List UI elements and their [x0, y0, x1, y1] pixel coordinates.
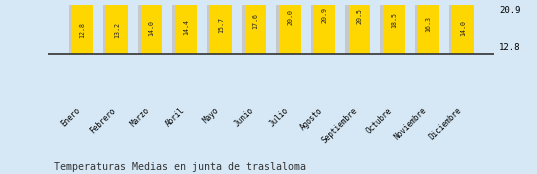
- Text: 20.5: 20.5: [356, 8, 362, 24]
- Bar: [210, 0, 231, 54]
- Bar: [69, 0, 90, 54]
- Bar: [452, 0, 474, 54]
- Bar: [311, 0, 332, 54]
- Bar: [207, 0, 228, 54]
- Bar: [106, 0, 128, 54]
- Text: 14.0: 14.0: [460, 20, 466, 36]
- Text: 20.9: 20.9: [322, 7, 328, 23]
- Text: 13.2: 13.2: [114, 22, 120, 38]
- Bar: [380, 0, 402, 54]
- Text: 17.6: 17.6: [252, 13, 258, 29]
- Text: 15.7: 15.7: [218, 17, 224, 33]
- Bar: [138, 0, 159, 54]
- Text: 14.4: 14.4: [183, 19, 189, 35]
- Bar: [349, 0, 370, 54]
- Bar: [242, 0, 263, 54]
- Text: 16.3: 16.3: [425, 16, 431, 32]
- Text: 18.5: 18.5: [391, 12, 397, 28]
- Text: Temperaturas Medias en junta de traslaloma: Temperaturas Medias en junta de traslalo…: [54, 162, 306, 172]
- Bar: [383, 0, 404, 54]
- Bar: [176, 0, 197, 54]
- Bar: [245, 0, 266, 54]
- Bar: [314, 0, 336, 54]
- Bar: [172, 0, 194, 54]
- Bar: [418, 0, 439, 54]
- Bar: [279, 0, 301, 54]
- Bar: [415, 0, 436, 54]
- Text: 12.8: 12.8: [79, 22, 85, 38]
- Bar: [276, 0, 297, 54]
- Bar: [141, 0, 162, 54]
- Bar: [449, 0, 470, 54]
- Bar: [72, 0, 93, 54]
- Bar: [345, 0, 367, 54]
- Bar: [103, 0, 125, 54]
- Text: 20.0: 20.0: [287, 9, 293, 25]
- Text: 14.0: 14.0: [149, 20, 155, 36]
